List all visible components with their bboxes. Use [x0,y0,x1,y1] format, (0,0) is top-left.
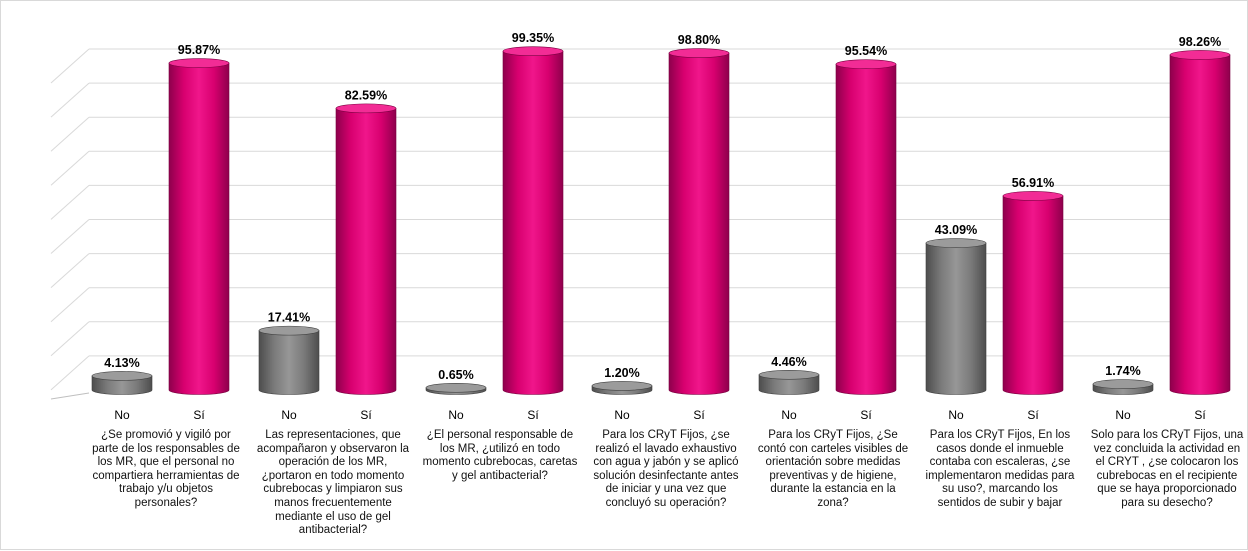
tick-label: No [948,408,964,422]
bar-body [502,50,564,395]
tick-label: Sí [360,408,372,422]
bar-si-6 [1002,191,1064,395]
bar-no-1 [91,371,153,395]
gridline-diagonal [50,48,90,84]
question-label: Para los CRyT Fijos, ¿Se contó con carte… [757,429,909,509]
bar-top [835,59,897,70]
data-label: 1.74% [1105,364,1140,378]
bar-no-2 [258,325,320,395]
bar-top [1169,50,1231,60]
data-label: 82.59% [345,88,387,102]
bar-top [1002,191,1064,201]
question-label: ¿El personal responsable de los MR, ¿uti… [422,429,578,482]
question-label: Para los CRyT Fijos, En los casos donde … [925,429,1075,509]
bar-si-1 [168,58,230,395]
tick-label: Sí [527,408,539,422]
bar-body [258,330,320,395]
data-label: 17.41% [268,311,310,325]
bar-body [335,108,397,395]
bar-no-6 [925,238,987,395]
bars [91,46,1231,395]
bar-body [1169,54,1231,395]
gridline-diagonal [50,82,90,118]
gridline-diagonal [50,219,90,254]
bar-si-2 [335,103,397,395]
data-label: 43.09% [935,223,977,237]
tick-label: Sí [693,408,705,422]
tick-label: Sí [860,408,872,422]
data-label: 98.26% [1179,35,1221,49]
tick-label: Sí [193,408,205,422]
bar-body [91,375,153,395]
gridline-diagonal [50,253,90,288]
gridline-diagonal [50,116,90,152]
data-labels: 4.13% 95.87% 17.41% 82.59% 0.65% 99.35% 1.20% 9… [104,31,1221,382]
data-label: 99.35% [512,31,554,45]
bar-si-3 [502,46,564,395]
bar-body [168,62,230,395]
gridline-diagonal [50,150,90,186]
tick-label: No [1115,408,1131,422]
data-label: 4.46% [771,355,806,369]
question-label: Para los CRyT Fijos, ¿se realizó el lava… [593,429,739,509]
bar-si-4 [668,48,730,395]
gridline-diagonal [50,185,90,220]
tick-label: Sí [1027,408,1039,422]
category-tick-labels: No Sí No Sí No Sí No Sí No Sí No Sí No Sí [114,408,1206,422]
tick-label: Sí [1194,408,1206,422]
bar-body [668,52,730,395]
bar-top [591,381,653,391]
bar-no-4 [591,381,653,395]
bar-no-7 [1092,379,1154,395]
tick-label: No [781,408,797,422]
bar-top [758,369,820,380]
bar-si-5 [835,59,897,395]
question-label: Solo para los CRyT Fijos, una vez conclu… [1090,429,1244,509]
data-label: 4.13% [104,356,139,370]
data-label: 1.20% [604,366,639,380]
bar-top [668,48,730,58]
data-label: 95.87% [178,43,220,57]
axis-floor [50,392,90,400]
bar-body [758,374,820,395]
gridline-diagonal [50,355,90,391]
data-label: 56.91% [1012,176,1054,190]
gridline-diagonal [50,321,90,357]
tick-label: No [114,408,130,422]
bar-top [168,58,230,68]
gridline-diagonal [50,287,90,323]
bar-top [925,238,987,248]
bar-body [1002,195,1064,395]
data-label: 98.80% [678,33,720,47]
bar-top [335,103,397,114]
tick-label: No [448,408,464,422]
data-label: 95.54% [845,44,887,58]
bar-no-3 [425,382,487,395]
data-label: 0.65% [438,368,473,382]
bar-top [91,371,153,381]
bar-body [925,242,987,395]
tick-label: No [614,408,630,422]
question-label: Las representaciones, que acompañaron y … [256,429,410,537]
bar-top [1092,379,1154,389]
bar-body [835,63,897,395]
bar-top [258,325,320,336]
bar-top [425,382,487,393]
bar-si-7 [1169,50,1231,395]
bar-top [502,46,564,57]
bar-no-5 [758,369,820,395]
tick-label: No [281,408,297,422]
question-label: ¿Se promovió y vigiló por parte de los r… [92,429,240,509]
